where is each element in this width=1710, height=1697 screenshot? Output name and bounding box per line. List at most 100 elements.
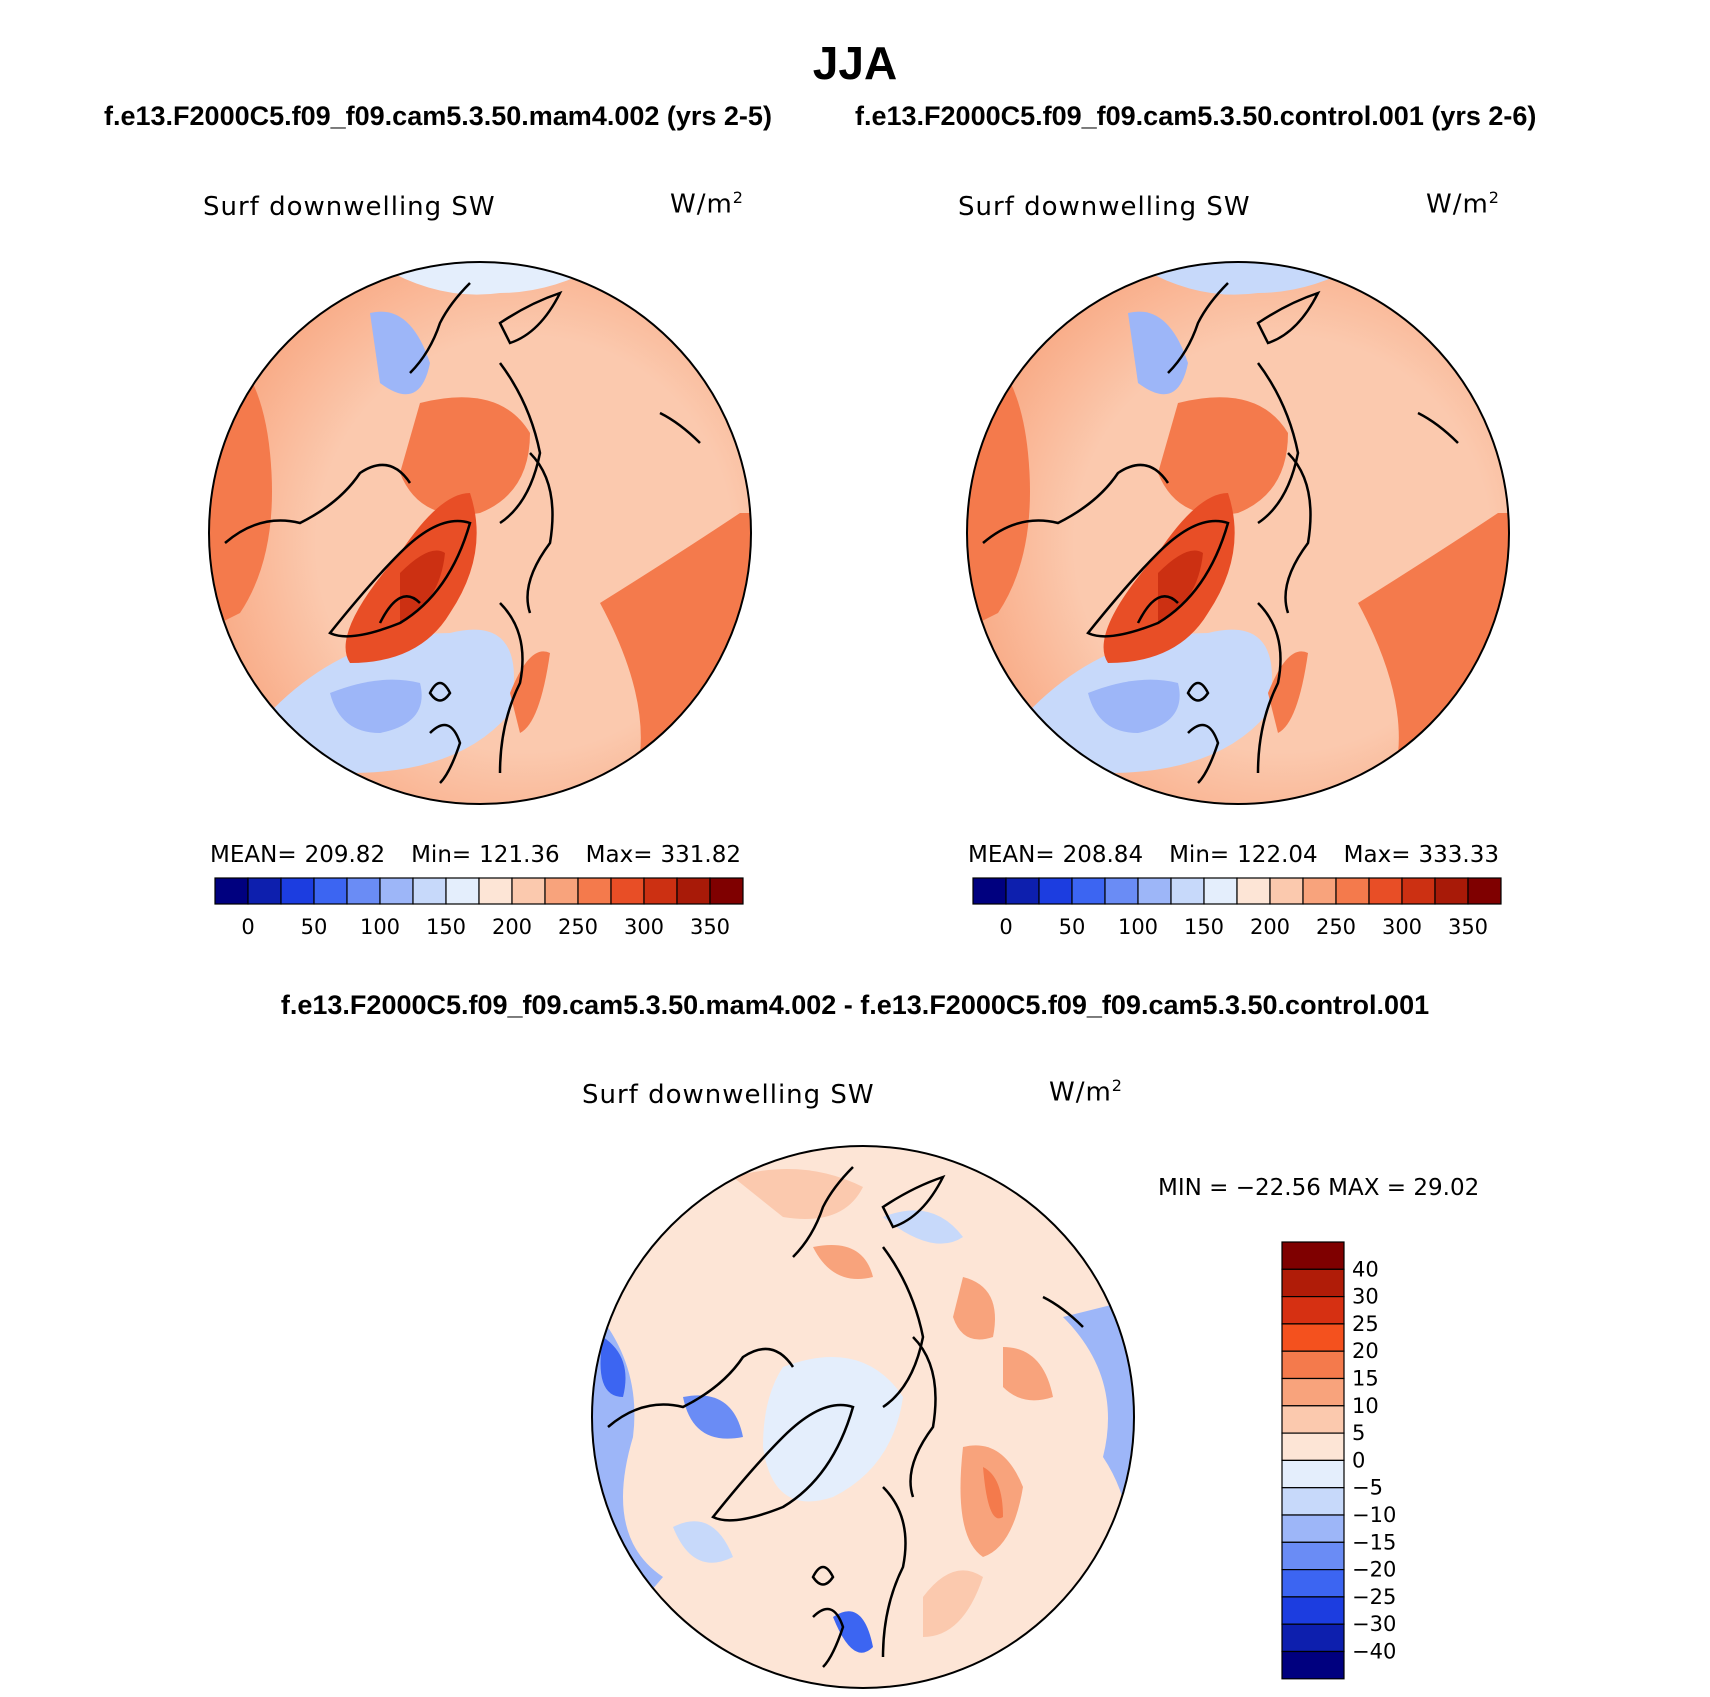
diff-colorbar-box xyxy=(1281,1514,1345,1543)
panel2-mean-value: 208.84 xyxy=(1062,842,1144,868)
panel1-colorbar-tick-label: 150 xyxy=(426,915,466,939)
panel1-colorbar-box xyxy=(610,877,645,905)
panel1-colorbar-tick-label: 300 xyxy=(624,915,664,939)
diff-colorbar-box xyxy=(1281,1432,1345,1462)
panel1-colorbar-box xyxy=(445,877,480,905)
panel2-colorbar-box xyxy=(1071,877,1106,905)
diff-colorbar-box xyxy=(1281,1377,1345,1407)
panel2-colorbar-tick-label: 250 xyxy=(1316,915,1356,939)
panel2-colorbar-box xyxy=(1104,877,1139,905)
panel2-colorbar-tick-label: 0 xyxy=(999,915,1012,939)
diff-title: f.e13.F2000C5.f09_f09.cam5.3.50.mam4.002… xyxy=(280,990,1430,1020)
panel1-mean-value: 209.82 xyxy=(304,842,386,868)
diff-map xyxy=(591,1145,1135,1689)
panel1-units-label: W/m2 xyxy=(670,188,744,220)
panel2-map xyxy=(966,261,1510,805)
panel2-colorbar-tick-label: 150 xyxy=(1184,915,1224,939)
panel1-colorbar-tick-label: 50 xyxy=(301,915,328,939)
panel1-colorbar-box xyxy=(577,877,612,905)
diff-colorbar-box xyxy=(1281,1596,1345,1625)
panel1-variable-label: Surf downwelling SW xyxy=(203,192,496,222)
diff-colorbar-tick-label: 20 xyxy=(1352,1339,1379,1363)
panel1-colorbar-box xyxy=(346,877,381,905)
panel2-colorbar-tick-label: 50 xyxy=(1059,915,1086,939)
panel2-colorbar-box xyxy=(1203,877,1238,905)
diff-colorbar-box xyxy=(1281,1569,1345,1598)
diff-variable-label: Surf downwelling SW xyxy=(582,1080,875,1110)
panel2-mean-label: MEAN= xyxy=(968,842,1055,868)
diff-colorbar-box xyxy=(1281,1268,1345,1298)
diff-colorbar-box xyxy=(1281,1405,1345,1434)
panel2-colorbar-tick-label: 200 xyxy=(1250,915,1290,939)
panel2-colorbar-box xyxy=(1038,877,1073,905)
panel2-colorbar-tick-label: 300 xyxy=(1382,915,1422,939)
panel1-max-value: 331.82 xyxy=(660,842,741,868)
diff-colorbar-tick-label: −30 xyxy=(1352,1612,1396,1636)
diff-colorbar-tick-label: −25 xyxy=(1352,1585,1396,1609)
diff-colorbar-tick-label: 5 xyxy=(1352,1421,1365,1445)
diff-colorbar-box xyxy=(1281,1541,1345,1571)
panel2-colorbar-box xyxy=(1137,877,1172,905)
diff-colorbar-tick-label: −40 xyxy=(1352,1640,1396,1664)
panel2-colorbar-box xyxy=(1170,877,1205,905)
diff-colorbar-tick-label: −20 xyxy=(1352,1558,1396,1582)
panel2-min-label: Min= xyxy=(1169,842,1230,868)
panel1-map xyxy=(208,261,752,805)
panel1-colorbar-tick-label: 250 xyxy=(558,915,598,939)
diff-colorbar-tick-label: 40 xyxy=(1352,1257,1379,1281)
panel2-colorbar-box xyxy=(1335,877,1370,905)
panel1-colorbar-box xyxy=(379,877,414,905)
diff-colorbar-box xyxy=(1281,1323,1345,1352)
diff-colorbar-box xyxy=(1281,1650,1345,1680)
panel1-min-value: 121.36 xyxy=(479,842,560,868)
panel2-max-label: Max= xyxy=(1343,842,1411,868)
panel1-colorbar-box xyxy=(709,877,744,905)
diff-colorbar-tick-label: −5 xyxy=(1352,1476,1383,1500)
panel2-colorbar-box xyxy=(972,877,1007,905)
panel2-colorbar-box xyxy=(1467,877,1502,905)
panel1-colorbar-box xyxy=(643,877,678,905)
panel1-min-label: Min= xyxy=(411,842,472,868)
panel2-max-value: 333.33 xyxy=(1418,842,1499,868)
panel1-colorbar-box xyxy=(676,877,711,905)
panel2-variable-label: Surf downwelling SW xyxy=(958,192,1251,222)
diff-colorbar-box xyxy=(1281,1350,1345,1380)
diff-colorbar-box xyxy=(1281,1459,1345,1489)
diff-colorbar-box xyxy=(1281,1487,1345,1516)
diff-colorbar-box xyxy=(1281,1295,1345,1325)
diff-minmax: MIN = −22.56 MAX = 29.02 xyxy=(1158,1175,1480,1201)
panel1-colorbar-box xyxy=(478,877,513,905)
diff-colorbar-tick-label: 0 xyxy=(1352,1448,1365,1472)
panel2-colorbar-box xyxy=(1434,877,1469,905)
diff-colorbar-box xyxy=(1281,1623,1345,1653)
panel1-colorbar-tick-label: 350 xyxy=(690,915,730,939)
diff-colorbar-tick-label: 10 xyxy=(1352,1394,1379,1418)
panel1-colorbar-tick-label: 0 xyxy=(241,915,254,939)
panel1-colorbar-box xyxy=(313,877,348,905)
panel1-colorbar-box xyxy=(544,877,579,905)
subtitle-left: f.e13.F2000C5.f09_f09.cam5.3.50.mam4.002… xyxy=(104,101,772,131)
panel2-colorbar-tick-label: 350 xyxy=(1448,915,1488,939)
panel1-mean-label: MEAN= xyxy=(210,842,297,868)
diff-colorbar-tick-label: 30 xyxy=(1352,1285,1379,1309)
main-title: JJA xyxy=(812,37,898,89)
panel1-colorbar-box xyxy=(511,877,546,905)
panel1-colorbar-box xyxy=(412,877,447,905)
diff-colorbar-tick-label: 15 xyxy=(1352,1367,1379,1391)
diff-colorbar-box xyxy=(1281,1241,1345,1270)
diff-units-label: W/m2 xyxy=(1049,1076,1123,1108)
panel2-colorbar-box xyxy=(1005,877,1040,905)
panel1-colorbar-tick-label: 100 xyxy=(360,915,400,939)
panel2-units-label: W/m2 xyxy=(1426,188,1500,220)
panel1-colorbar-box xyxy=(280,877,315,905)
panel1-colorbar: 0 50 100 150 200 250 300 350 xyxy=(214,877,744,939)
panel2-colorbar-tick-label: 100 xyxy=(1118,915,1158,939)
panel2-colorbar: 0 50 100 150 200 250 300 350 xyxy=(972,877,1502,939)
panel2-stats: MEAN= 208.84 Min= 122.04 Max= 333.33 xyxy=(968,842,1499,868)
panel2-colorbar-box xyxy=(1401,877,1436,905)
diff-colorbar-tick-label: −10 xyxy=(1352,1503,1396,1527)
panel1-colorbar-tick-label: 200 xyxy=(492,915,532,939)
panel2-colorbar-box xyxy=(1236,877,1271,905)
panel1-stats: MEAN= 209.82 Min= 121.36 Max= 331.82 xyxy=(210,842,741,868)
diff-colorbar-tick-label: 25 xyxy=(1352,1312,1379,1336)
